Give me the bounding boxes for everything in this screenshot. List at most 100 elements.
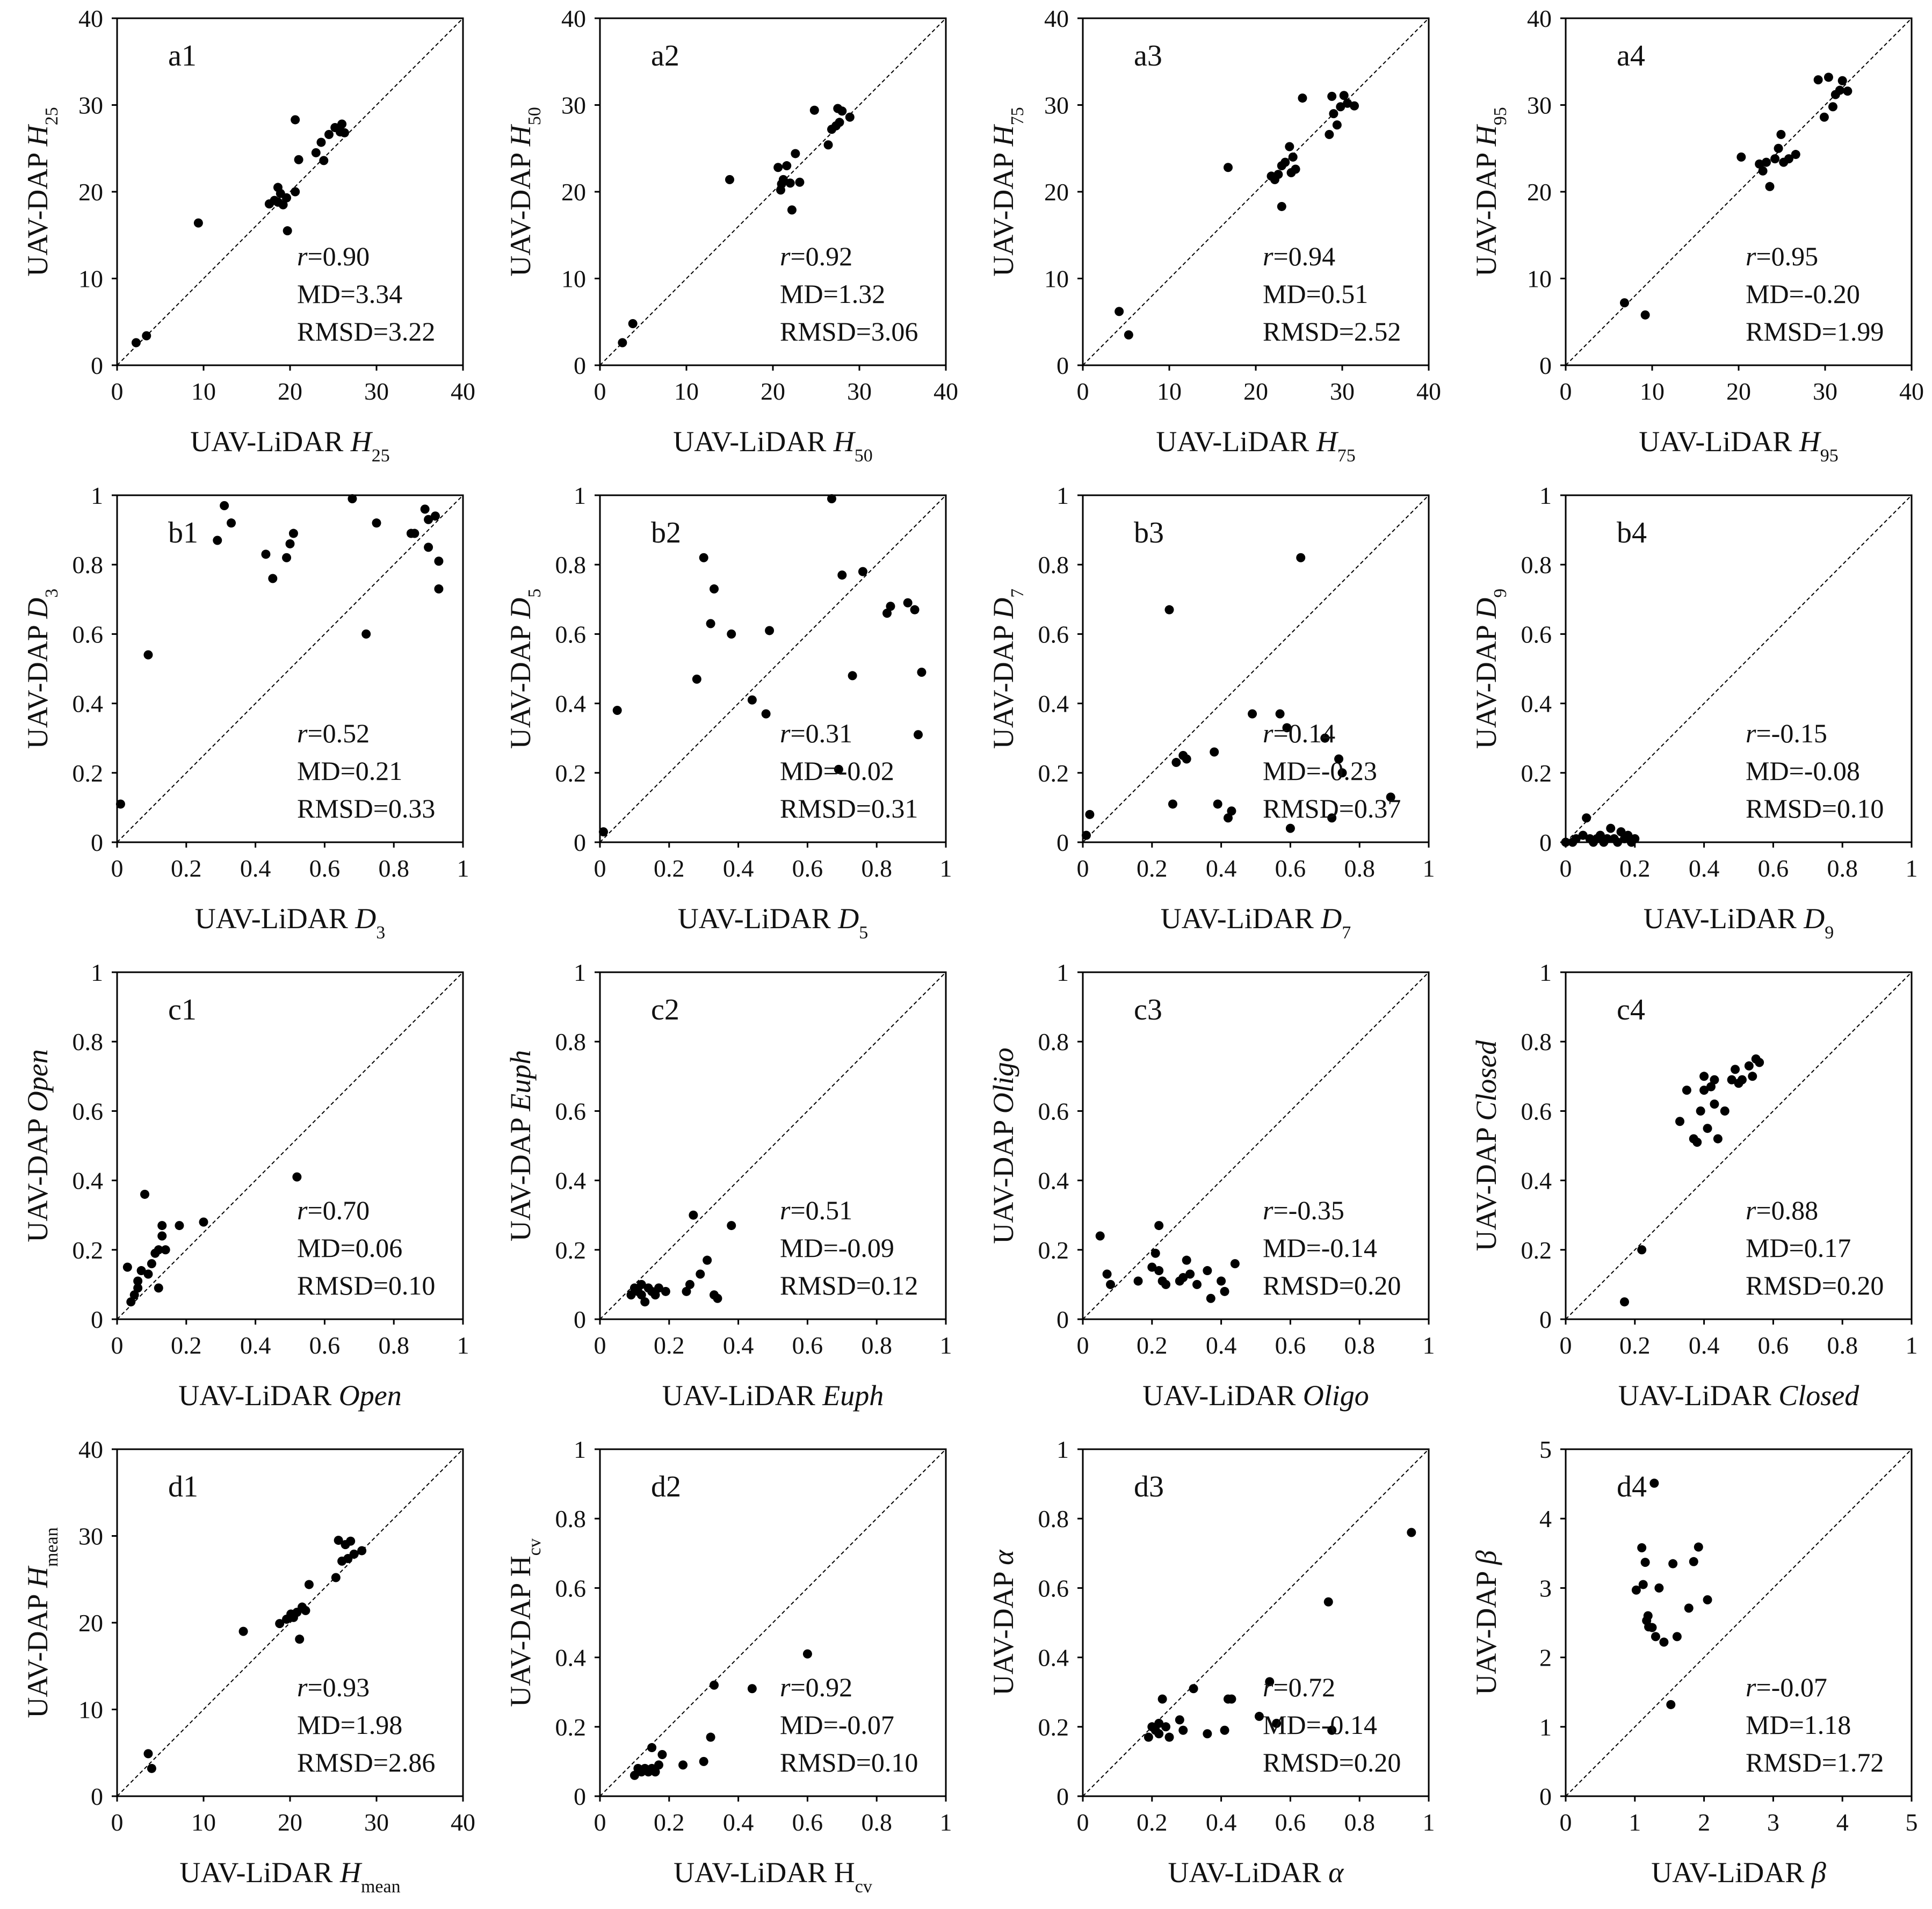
data-point <box>913 730 923 740</box>
data-point <box>1616 827 1626 837</box>
chart-a2: 0 10 20 30 40 0 10 20 30 40 UAV-LiDAR H50 UAV-DAP H… <box>504 5 958 466</box>
one-to-one-line <box>1082 495 1429 843</box>
y-tick-label: 1 <box>1539 482 1552 509</box>
data-point <box>1230 1259 1240 1269</box>
data-point <box>636 1290 646 1300</box>
data-point <box>154 1245 163 1255</box>
data-point <box>1332 120 1342 130</box>
y-tick-label: 0 <box>574 829 586 856</box>
y-tick-label: 0.6 <box>73 1097 104 1125</box>
y-tick-label: 0.8 <box>1521 1028 1552 1055</box>
y-tick-label: 1 <box>574 1436 586 1463</box>
data-point <box>626 1290 636 1300</box>
x-tick-label: 10 <box>1157 378 1182 405</box>
stat-r: r=0.31 <box>780 718 852 748</box>
data-point <box>1203 1266 1212 1276</box>
stat-md: MD=-0.07 <box>780 1710 894 1740</box>
data-point <box>1288 152 1298 162</box>
y-axis-title: UAV-DAP Oligo <box>987 1047 1019 1244</box>
data-point <box>886 602 895 611</box>
data-point <box>334 1536 343 1545</box>
y-tick-label: 0 <box>574 1306 586 1333</box>
x-tick-label: 5 <box>1906 1809 1918 1836</box>
one-to-one-line <box>1565 1449 1912 1797</box>
data-point <box>1273 170 1283 179</box>
stat-rmsd: RMSD=0.20 <box>1746 1270 1884 1300</box>
data-point <box>727 629 736 639</box>
y-tick-label: 0.2 <box>1038 1713 1069 1741</box>
stat-r: r=0.90 <box>297 241 370 271</box>
one-to-one-line <box>1565 18 1912 366</box>
y-tick-label: 0 <box>1539 1783 1552 1810</box>
data-point <box>1154 1266 1164 1276</box>
data-point <box>1640 310 1650 320</box>
y-tick-label: 1 <box>91 959 103 986</box>
y-tick-label: 30 <box>1044 92 1069 119</box>
chart-a1: 0 10 20 30 40 0 10 20 30 40 UAV-LiDAR H25 UAV-DAP H… <box>21 5 475 466</box>
data-point <box>1154 1729 1164 1739</box>
data-point <box>1157 1694 1167 1704</box>
data-point <box>1699 1072 1709 1081</box>
x-tick-label: 0.8 <box>378 855 409 882</box>
data-point <box>1713 1134 1723 1144</box>
data-point <box>157 1221 167 1231</box>
y-tick-label: 1 <box>1539 959 1552 986</box>
data-point <box>278 200 288 209</box>
x-tick-label: 0 <box>1560 855 1572 882</box>
stat-md: MD=-0.14 <box>1263 1710 1377 1740</box>
stat-rmsd: RMSD=0.20 <box>1263 1270 1401 1300</box>
stat-rmsd: RMSD=2.52 <box>1263 316 1401 346</box>
x-tick-label: 0.2 <box>1619 1332 1651 1359</box>
plot-frame <box>1565 1448 1913 1797</box>
data-point <box>1339 91 1349 100</box>
y-axis-title: UAV-DAP β <box>1470 1550 1502 1695</box>
data-point <box>785 178 795 188</box>
data-point <box>917 667 927 677</box>
x-tick-label: 30 <box>364 1809 389 1836</box>
data-point <box>1689 1557 1698 1566</box>
data-point <box>424 515 433 524</box>
x-axis-title: UAV-LiDAR H95 <box>1639 425 1839 466</box>
chart-b2: 0 0.2 0.4 0.6 0.8 1 0 0.2 0.4 0.6 0.8 1 UAV-LiDAR D5… <box>504 482 952 943</box>
stat-md: MD=0.51 <box>1263 279 1368 309</box>
x-tick-label: 20 <box>1243 378 1268 405</box>
data-point <box>1710 1075 1719 1084</box>
panel-d3: 0 0.2 0.4 0.6 0.8 1 0 0.2 0.4 0.6 0.8 1 UAV-LiDAR α U… <box>966 1431 1449 1908</box>
y-tick-label: 1 <box>1057 959 1069 986</box>
data-point <box>710 584 719 594</box>
x-tick-label: 0.8 <box>861 1809 892 1836</box>
panel-c4: 0 0.2 0.4 0.6 0.8 1 0 0.2 0.4 0.6 0.8 1 UAV-LiDAR Cl… <box>1449 954 1931 1431</box>
stat-rmsd: RMSD=1.72 <box>1746 1747 1884 1777</box>
data-point <box>227 518 236 528</box>
data-point <box>1106 1279 1116 1289</box>
one-to-one-line <box>599 1449 946 1797</box>
data-point <box>199 1217 208 1227</box>
x-tick-label: 40 <box>934 378 958 405</box>
data-point <box>1720 1106 1730 1116</box>
stat-md: MD=-0.08 <box>1746 756 1860 786</box>
data-point <box>273 183 283 192</box>
y-tick-label: 0.4 <box>1038 1167 1069 1195</box>
data-point <box>706 619 715 628</box>
data-point <box>678 1760 688 1770</box>
one-to-one-line <box>117 18 464 366</box>
stat-md: MD=1.32 <box>780 279 885 309</box>
data-point <box>1774 143 1783 153</box>
panel-c2: 0 0.2 0.4 0.6 0.8 1 0 0.2 0.4 0.6 0.8 1 UAV-LiDAR Eu… <box>483 954 966 1431</box>
data-point <box>1337 768 1347 778</box>
x-axis-title: UAV-LiDAR H75 <box>1156 425 1356 466</box>
y-tick-label: 10 <box>1044 265 1069 293</box>
y-tick-label: 0.2 <box>555 760 587 787</box>
x-tick-label: 0.6 <box>1275 1332 1306 1359</box>
panel-label: a4 <box>1617 39 1645 73</box>
x-axis-title: UAV-LiDAR α <box>1168 1856 1345 1889</box>
y-tick-label: 40 <box>1527 5 1552 32</box>
data-point <box>1320 733 1330 743</box>
stat-rmsd: RMSD=0.12 <box>780 1270 918 1300</box>
data-point <box>1613 837 1623 847</box>
x-axis-title: UAV-LiDAR D3 <box>195 902 386 943</box>
panel-label: a2 <box>651 39 679 73</box>
x-tick-label: 10 <box>191 1809 216 1836</box>
data-point <box>782 161 792 171</box>
x-tick-label: 1 <box>1906 855 1918 882</box>
